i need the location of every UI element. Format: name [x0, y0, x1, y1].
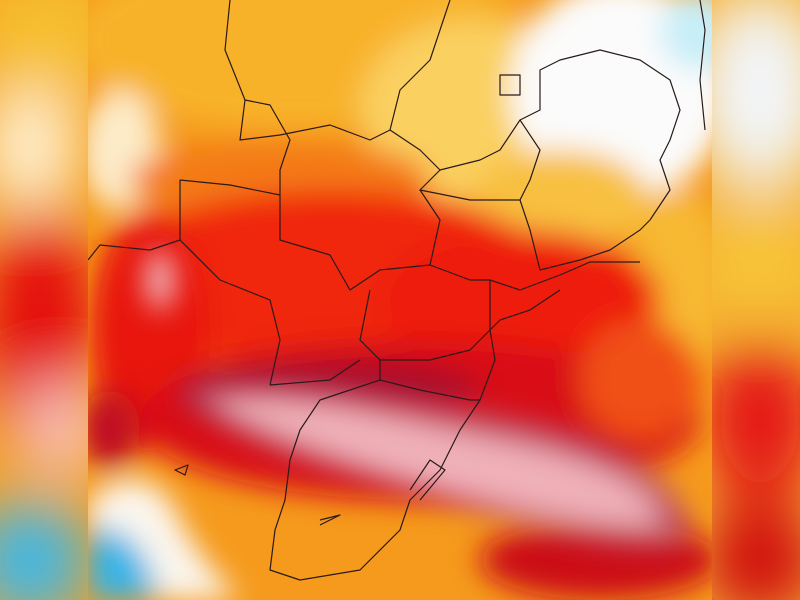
right-blur-panel: [712, 0, 800, 600]
temperature-map: [88, 0, 712, 600]
borders: [88, 0, 706, 581]
left-blur-panel: [0, 0, 88, 600]
